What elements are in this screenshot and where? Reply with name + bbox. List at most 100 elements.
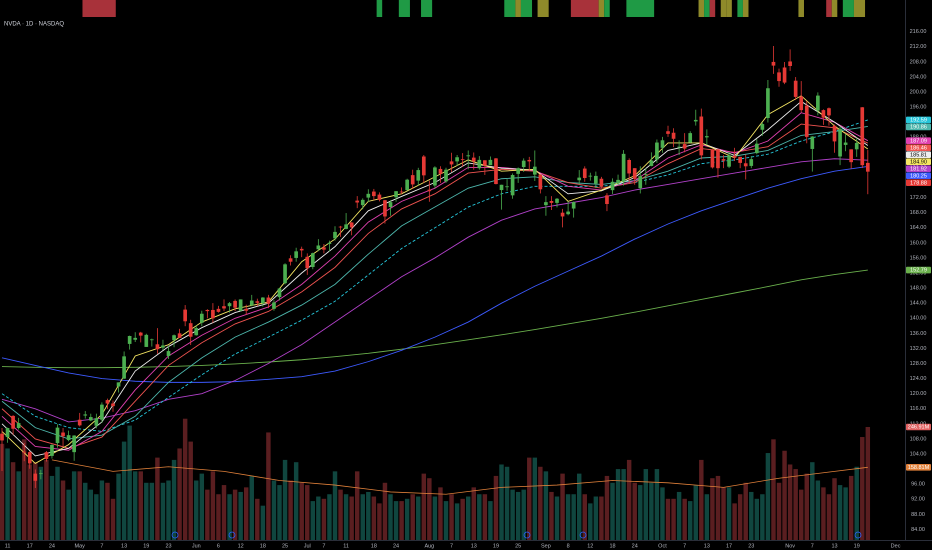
volume-bar (715, 475, 721, 540)
x-tick-label: 18 (609, 543, 615, 549)
volume-bar (826, 494, 832, 540)
volume-bar (865, 426, 871, 540)
volume-bar (238, 491, 243, 540)
candle-body (61, 432, 65, 437)
volume-bar (138, 471, 143, 540)
candle-body (865, 162, 870, 172)
candle-body (310, 253, 315, 267)
volume-bar (177, 448, 182, 540)
candle-body (166, 351, 171, 356)
event-marker[interactable] (579, 531, 587, 539)
volume-bar (660, 487, 665, 540)
x-tick-label: 12 (587, 543, 593, 549)
candle-body (483, 160, 487, 166)
candle-body (666, 131, 670, 134)
signal-segment (704, 0, 710, 17)
volume-bar (132, 471, 138, 540)
candle-body (227, 303, 232, 307)
x-tick-label: 25 (282, 543, 288, 549)
volume-bar (116, 473, 121, 540)
volume-bar (249, 475, 254, 540)
volume-bar (477, 494, 482, 540)
candle-body (88, 417, 93, 421)
volume-bar (305, 485, 310, 540)
candle-body (127, 335, 132, 344)
candle-body (144, 334, 149, 347)
volume-bar (5, 448, 10, 540)
volume-bar (71, 471, 77, 540)
y-tick-label: 120.00 (910, 391, 927, 397)
volume-bar (638, 485, 643, 540)
volume-bar (282, 459, 288, 540)
volume-bar (94, 494, 99, 540)
volume-bar (410, 494, 415, 540)
price-tag (906, 172, 931, 179)
candle-body (100, 404, 104, 420)
candle-body (721, 159, 726, 161)
candle-body (150, 339, 154, 341)
volume-bar (465, 496, 471, 540)
x-tick-label: Jun (192, 543, 201, 549)
event-marker[interactable] (171, 531, 179, 539)
y-tick-label: 132.00 (910, 346, 927, 352)
volume-bar (787, 464, 793, 540)
volume-bar (160, 482, 166, 540)
candle-body (677, 146, 681, 148)
volume-bar (144, 482, 149, 540)
candle-body (277, 288, 282, 298)
price-tag-label: 180.25 (910, 173, 927, 179)
candle-body (299, 248, 304, 251)
candle-body (355, 200, 360, 203)
volume-bar (343, 494, 349, 540)
x-tick-label: 7 (683, 543, 686, 549)
volume-bar (798, 489, 804, 540)
candle-body (83, 414, 88, 416)
volume-bar (582, 494, 587, 540)
event-marker[interactable] (523, 531, 531, 539)
price-tag-label: 192.59 (910, 118, 927, 124)
candle-body (810, 136, 815, 149)
candle-body (316, 245, 321, 250)
candle-body (616, 179, 620, 184)
volume-bar (571, 494, 576, 540)
signal-segment (537, 0, 549, 17)
candle-body (521, 160, 526, 168)
price-tag-label: 190.86 (910, 125, 927, 131)
x-tick-label: 25 (515, 543, 521, 549)
event-marker[interactable] (854, 531, 862, 539)
signal-segment (853, 0, 866, 17)
y-tick-label: 152.00 (910, 270, 927, 276)
candle-body (649, 160, 654, 166)
y-tick-label: 208.00 (910, 59, 927, 65)
volume-bar (576, 473, 582, 540)
candle-body (33, 473, 38, 481)
candle-body (44, 452, 49, 459)
volume-bar (560, 473, 565, 540)
candle-body (394, 191, 398, 198)
price-tag-label: 178.88 (910, 180, 927, 186)
volume-bar (760, 494, 765, 540)
volume-bar (21, 439, 27, 540)
x-tick-label: 24 (632, 543, 638, 549)
signal-segment (604, 0, 610, 17)
candle-body (594, 175, 598, 184)
volume-bar (554, 496, 560, 540)
y-tick-label: 204.00 (910, 74, 927, 80)
candle-body (632, 168, 637, 179)
volume-bar (388, 494, 393, 540)
volume-bar (310, 501, 316, 540)
candle-body (538, 174, 543, 190)
event-marker[interactable] (228, 531, 236, 539)
candle-body (793, 80, 798, 97)
candle-body (388, 202, 393, 208)
volume-bar (527, 457, 532, 540)
price-tag (906, 116, 931, 124)
candle-body (682, 144, 687, 149)
volume-bar (99, 480, 105, 540)
candle-body (738, 156, 742, 163)
volume-bar (693, 485, 698, 540)
price-tag-label: 185.81 (910, 152, 927, 158)
signal-segment (520, 0, 533, 17)
candle-body (605, 195, 609, 205)
